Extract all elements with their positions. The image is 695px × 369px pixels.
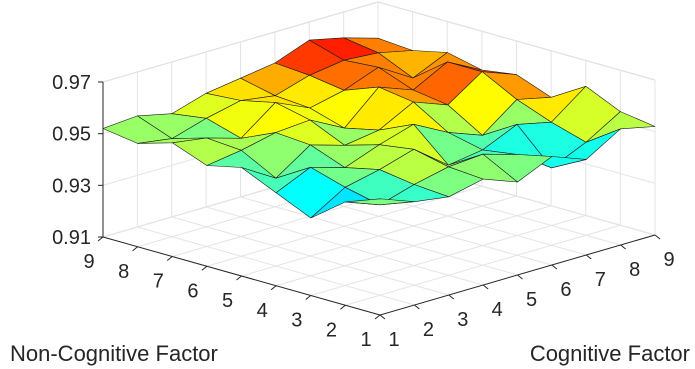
x-tick-mark (517, 274, 523, 280)
wall-gridline (377, 1, 656, 81)
x-tick-label: 1 (388, 329, 399, 351)
y-tick-label: 6 (187, 280, 198, 302)
x-tick-mark (379, 314, 386, 320)
x-tick-mark (551, 264, 558, 270)
y-tick-mark (166, 256, 173, 261)
x-tick-label: 9 (663, 249, 674, 271)
z-tick-label: 0.91 (52, 227, 91, 249)
y-tick-mark (236, 275, 242, 281)
x-tick-label: 2 (423, 319, 434, 341)
z-tick-label: 0.93 (52, 175, 91, 197)
x-tick-label: 4 (492, 299, 503, 321)
y-tick-label: 8 (118, 261, 129, 283)
x-tick-label: 5 (526, 289, 537, 311)
y-axis-title: Non-Cognitive Factor (10, 341, 218, 366)
y-tick-label: 1 (360, 329, 371, 351)
axis-lines (97, 81, 661, 320)
x-tick-label: 3 (457, 309, 468, 331)
z-tick-label: 0.95 (52, 124, 91, 146)
wall-gridline (102, 1, 379, 83)
y-tick-label: 5 (222, 290, 233, 312)
y-tick-mark (201, 265, 208, 271)
x-tick-label: 6 (560, 279, 571, 301)
y-tick-label: 7 (153, 271, 164, 293)
x-tick-mark (414, 304, 420, 310)
x-tick-mark (585, 254, 592, 260)
x-tick-label: 8 (629, 259, 640, 281)
y-tick-label: 2 (326, 319, 337, 341)
y-tick-label: 9 (83, 251, 94, 273)
x-tick-mark (620, 244, 626, 250)
x-tick-label: 7 (595, 269, 606, 291)
y-tick-mark (270, 285, 277, 291)
floor-gridline (241, 195, 517, 277)
y-tick-mark (305, 295, 312, 300)
y-tick-mark (374, 314, 381, 320)
surface-facet (345, 198, 415, 206)
y-tick-mark (97, 236, 104, 242)
x-axis-title: Cognitive Factor (530, 341, 690, 366)
x-tick-mark (482, 284, 489, 290)
surface-plot (102, 37, 656, 219)
x-tick-mark (448, 294, 455, 300)
tick-labels: 0.91 0.93 0.95 0.97 1 2 3 4 5 6 7 8 9 1 2 3 4 5 6 7 8 9 (52, 72, 675, 351)
z-tick-label: 0.97 (52, 72, 91, 94)
y-tick-label: 4 (257, 300, 268, 322)
y-tick-mark (132, 246, 138, 252)
x-tick-mark (654, 234, 661, 240)
y-tick-label: 3 (291, 310, 302, 332)
floor-gridline (206, 185, 483, 267)
y-tick-mark (340, 304, 346, 310)
